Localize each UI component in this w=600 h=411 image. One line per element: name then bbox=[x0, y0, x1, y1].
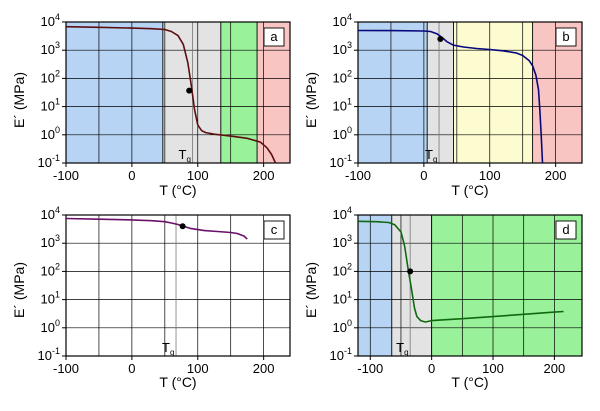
y-tick-label: 103 bbox=[333, 233, 352, 250]
x-tick-label: 200 bbox=[544, 361, 566, 376]
region-2 bbox=[453, 22, 533, 163]
x-tick-label: 0 bbox=[428, 361, 435, 376]
plot-frame bbox=[65, 214, 291, 357]
x-axis-label: T (°C) bbox=[159, 182, 196, 198]
x-tick-label: 100 bbox=[482, 361, 504, 376]
y-tick-label: 101 bbox=[333, 290, 352, 307]
x-tick-label: 100 bbox=[187, 361, 209, 376]
y-tick-label: 101 bbox=[333, 97, 352, 114]
tg-label: Tg bbox=[178, 147, 190, 164]
y-axis-label: E´ (MPa) bbox=[303, 262, 319, 318]
panel-letter: c bbox=[271, 222, 278, 237]
tg-label: Tg bbox=[425, 147, 437, 164]
x-tick-label: -100 bbox=[53, 361, 79, 376]
y-tick-label: 10-1 bbox=[330, 153, 352, 170]
y-tick-label: 102 bbox=[41, 68, 60, 85]
y-tick-label: 100 bbox=[41, 318, 60, 335]
series-line-0 bbox=[65, 25, 277, 164]
y-tick-label: 100 bbox=[41, 125, 60, 142]
x-tick-label: 100 bbox=[187, 168, 209, 183]
y-tick-label: 101 bbox=[41, 97, 60, 114]
plot-frame bbox=[357, 214, 583, 357]
y-axis-label: E´ (MPa) bbox=[11, 72, 27, 128]
y-tick-label: 103 bbox=[41, 233, 60, 250]
panel-b: -100 0 100 200 10-1 100 101 102 103 104 T (°C) E´ (… bbox=[303, 12, 583, 198]
plot-frame bbox=[357, 21, 583, 164]
x-tick-label: 200 bbox=[545, 168, 567, 183]
y-tick-label: 104 bbox=[333, 12, 352, 29]
panel-letter-box bbox=[555, 27, 577, 47]
y-tick-label: 10-1 bbox=[330, 346, 352, 363]
panel-letter-box bbox=[263, 27, 285, 47]
region-0 bbox=[358, 22, 428, 163]
y-tick-label: 101 bbox=[41, 290, 60, 307]
series-line-0 bbox=[357, 29, 544, 164]
region-0 bbox=[66, 22, 163, 163]
panel-letter-box bbox=[555, 220, 577, 240]
panel-c: -100 0 100 200 10-1 100 101 102 103 104 T (°C) E´ (… bbox=[11, 205, 291, 390]
x-tick-label: 100 bbox=[479, 168, 501, 183]
x-tick-label: 0 bbox=[420, 168, 427, 183]
y-tick-label: 100 bbox=[333, 318, 352, 335]
tg-marker bbox=[407, 268, 414, 275]
series-line-0 bbox=[357, 220, 564, 323]
x-tick-label: -100 bbox=[357, 361, 383, 376]
x-tick-label: -100 bbox=[53, 168, 79, 183]
panel-letter: a bbox=[270, 29, 278, 44]
x-axis-label: T (°C) bbox=[451, 374, 488, 390]
y-tick-label: 10-1 bbox=[38, 153, 60, 170]
tg-marker bbox=[179, 223, 186, 230]
y-tick-label: 104 bbox=[333, 205, 352, 222]
y-tick-label: 104 bbox=[41, 12, 60, 29]
region-0 bbox=[358, 215, 392, 356]
series-line-0 bbox=[65, 217, 248, 240]
x-tick-label: 200 bbox=[253, 168, 275, 183]
panel-letter-box bbox=[263, 220, 285, 240]
y-axis-label: E´ (MPa) bbox=[303, 72, 319, 128]
tg-label: Tg bbox=[162, 340, 174, 357]
tg-label: Tg bbox=[396, 340, 408, 357]
panel-a: -100 0 100 200 10-1 100 101 102 103 104 T (°C) E´ (… bbox=[11, 12, 291, 198]
y-tick-label: 103 bbox=[41, 40, 60, 57]
y-axis-label: E´ (MPa) bbox=[11, 262, 27, 318]
y-tick-label: 102 bbox=[333, 68, 352, 85]
x-tick-label: 0 bbox=[128, 168, 135, 183]
y-tick-label: 102 bbox=[333, 261, 352, 278]
panel-letter: d bbox=[562, 222, 569, 237]
x-axis-label: T (°C) bbox=[451, 182, 488, 198]
region-1 bbox=[427, 22, 454, 163]
panel-letter: b bbox=[562, 29, 569, 44]
y-tick-label: 100 bbox=[333, 125, 352, 142]
x-tick-label: -100 bbox=[345, 168, 371, 183]
y-tick-label: 10-1 bbox=[38, 346, 60, 363]
y-tick-label: 102 bbox=[41, 261, 60, 278]
x-axis-label: T (°C) bbox=[159, 374, 196, 390]
panel-d: -100 0 100 200 10-1 100 101 102 103 104 T (°C) E´ (… bbox=[303, 205, 583, 390]
x-tick-label: 200 bbox=[253, 361, 275, 376]
tg-marker bbox=[437, 35, 444, 42]
tg-marker bbox=[186, 87, 193, 94]
x-tick-label: 0 bbox=[128, 361, 135, 376]
y-tick-label: 104 bbox=[41, 205, 60, 222]
region-2 bbox=[220, 22, 258, 163]
plot-frame bbox=[65, 21, 291, 164]
y-tick-label: 103 bbox=[333, 40, 352, 57]
